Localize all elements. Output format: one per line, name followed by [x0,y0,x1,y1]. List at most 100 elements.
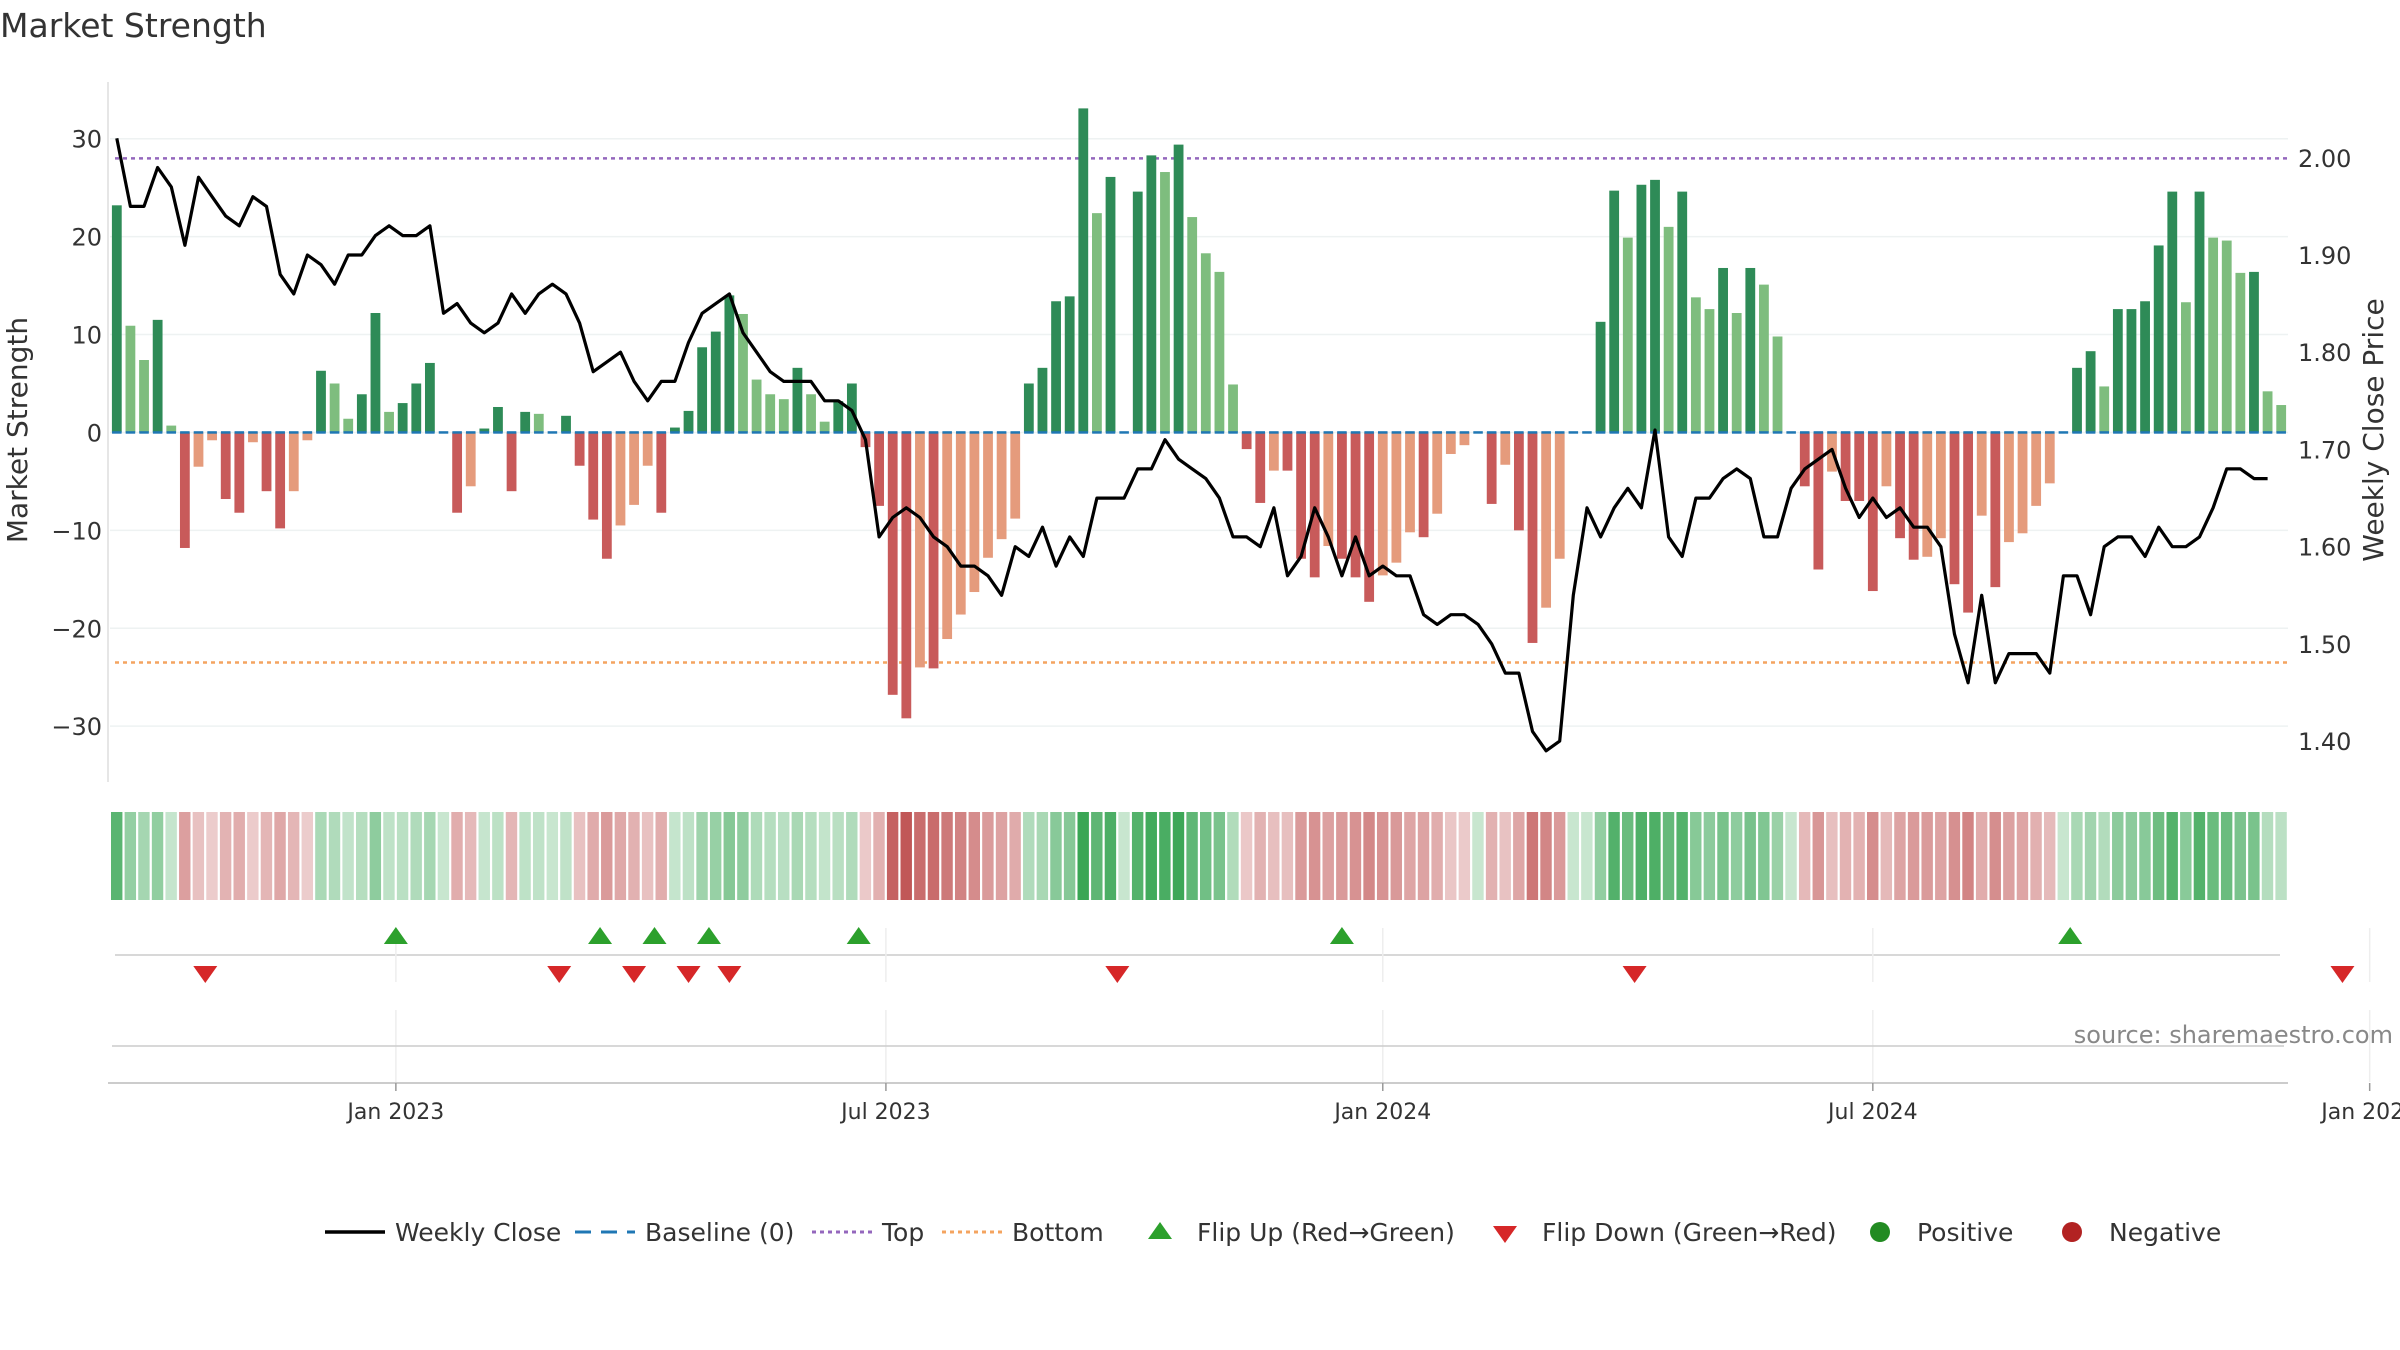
strength-bar [1228,384,1238,433]
heat-cell [424,812,436,900]
heat-cell [682,812,695,900]
strength-bar [1132,191,1143,433]
strength-bars [111,108,2287,719]
heat-cell [1118,812,1130,900]
strength-bar [1745,267,1756,433]
strength-bar [1541,432,1552,608]
heat-cell [1690,812,1702,900]
heat-cell [519,812,531,900]
x-tick-label: Jan 2025 [2319,1100,2400,1125]
strength-bar [1459,432,1470,446]
flip-down-marker [1105,966,1130,983]
heat-cell [2180,812,2192,900]
strength-bar [1636,184,1647,433]
heat-cell [1036,812,1049,900]
strength-bar [765,394,776,433]
x-tick-label: Jan 2023 [345,1100,444,1125]
left-tick-label: −20 [51,615,102,643]
strength-bar [1759,284,1769,433]
strength-bar [397,403,408,433]
strength-bar [1173,144,1184,433]
heat-cell [927,812,940,900]
right-axis-label: Weekly Close Price [2357,298,2390,561]
flip-down-marker [2330,966,2355,983]
strength-bar [710,331,721,433]
heat-cell [832,812,844,900]
heat-cell [1336,812,1348,900]
chart-title: Market Strength [0,6,267,45]
strength-bar [1867,432,1878,592]
heat-cell [1376,812,1389,900]
heat-cell [614,812,627,900]
strength-bar [561,415,571,433]
bottom-panel [108,1010,2371,1084]
strength-bar [1350,432,1361,578]
strength-bar [261,432,272,492]
heat-cell [1091,812,1103,900]
heat-cell [1962,812,1974,900]
left-tick-label: 20 [71,224,102,252]
strength-bar [1282,432,1293,471]
legend: Weekly Close Baseline (0) Top Bottom Flip Up… [325,1218,2221,1247]
strength-bar [1432,432,1443,514]
strength-bar [2004,432,2014,543]
heat-cell [886,812,899,900]
heat-cell [1853,812,1865,900]
legend-label: Negative [2109,1218,2221,1247]
strength-bar [778,399,789,433]
strength-bar [955,432,966,615]
heat-cell [818,812,831,900]
heat-cell [669,812,681,900]
strength-bar [2153,245,2164,433]
heat-cell [192,812,205,900]
legend-flip-down-icon [1493,1226,1517,1243]
strength-bar [942,432,953,640]
strength-bar [574,432,585,466]
heat-cell [1077,812,1089,900]
heat-cell [301,812,313,900]
strength-bar [2085,351,2096,433]
heat-cell [968,812,980,900]
strength-bar [2072,367,2082,433]
left-axis: 30 20 10 0 −10 −20 −30 [51,82,109,782]
heat-cell [737,812,749,900]
strength-bar [152,319,163,433]
weekly-close-line [115,137,2268,753]
strength-bar [2167,191,2178,433]
right-tick-label: 1.60 [2298,534,2351,562]
strength-bar [329,383,340,433]
strength-bar [384,411,394,433]
strength-bar [1486,432,1497,504]
source-label: source: sharemaestro.com [2074,1021,2393,1049]
strength-bar [1622,237,1633,433]
heat-cell [1023,812,1035,900]
flip-up-marker [383,927,408,944]
strength-bar [1609,190,1620,433]
heat-cell [1649,812,1661,900]
heat-cell [179,812,191,900]
strength-bar [874,432,885,506]
strength-bar [125,325,136,433]
heat-cell [1159,812,1171,900]
strength-bar [1690,297,1701,433]
heat-cell [1662,812,1675,900]
heat-cell [124,812,137,900]
strength-bar [1963,432,1974,613]
strength-bar [1064,296,1075,433]
heat-cell [1172,812,1185,900]
strength-bar [2235,272,2246,433]
strength-bar [2044,432,2055,484]
heat-cell [247,812,259,900]
heat-cell [1050,812,1062,900]
strength-bar [1813,432,1824,570]
heat-cell [1839,812,1852,900]
heat-cell [546,812,559,900]
heat-cell [764,812,776,900]
strength-bar [207,432,217,441]
strength-bar [356,394,367,433]
heat-cell [914,812,926,900]
heat-cell [1513,812,1525,900]
heat-cell [396,812,409,900]
heat-cell [1785,812,1797,900]
